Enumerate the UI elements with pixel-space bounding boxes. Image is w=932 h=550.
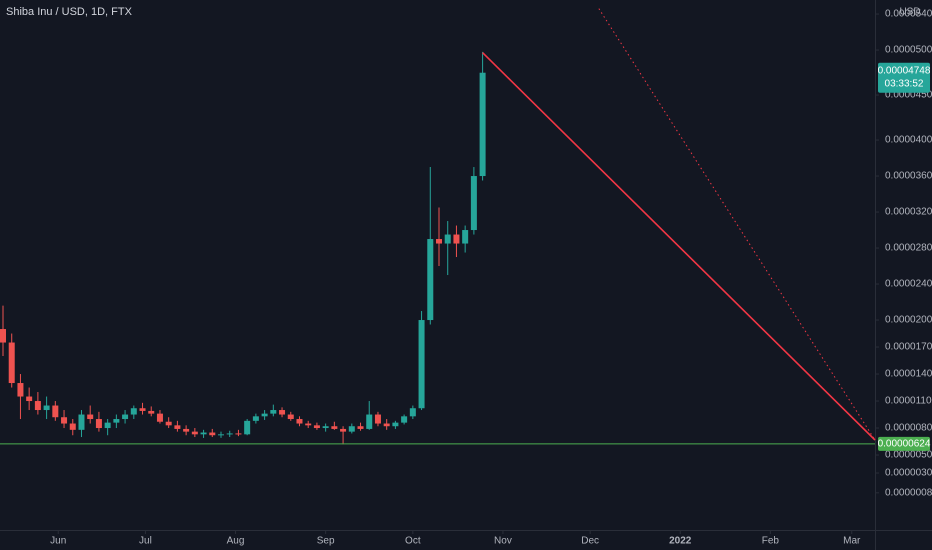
candle-body — [436, 239, 442, 244]
candle-body — [34, 401, 41, 411]
currency: USD — [899, 7, 920, 18]
hline-label-box — [878, 436, 930, 451]
candle-body — [130, 408, 137, 415]
candle-body — [0, 329, 6, 343]
candle-body — [418, 320, 425, 409]
candle-body — [17, 383, 24, 397]
candle-body — [409, 408, 416, 417]
candle-body — [348, 426, 355, 432]
candle-body — [61, 417, 68, 424]
candle-body — [462, 230, 469, 244]
candle-body — [183, 428, 190, 432]
candle-body — [322, 426, 329, 429]
candle-body — [209, 432, 216, 436]
candle-body — [453, 234, 460, 244]
candle-body — [401, 416, 408, 423]
x-tick-label: Aug — [227, 536, 245, 547]
candle-body — [313, 425, 320, 429]
candle-body — [279, 410, 286, 415]
candle-body — [200, 432, 207, 435]
candle-body — [43, 405, 50, 411]
x-tick-label: Jul — [139, 536, 152, 547]
candle-body — [444, 234, 451, 244]
candle-body — [156, 413, 163, 422]
candle-body — [226, 433, 233, 435]
candle-body — [148, 410, 155, 414]
candle-body — [26, 396, 33, 402]
currency-box — [898, 4, 922, 20]
x-tick-label: Oct — [405, 536, 421, 547]
candle-body — [261, 413, 268, 417]
candle-body — [470, 176, 477, 231]
candle-body — [427, 239, 434, 321]
x-tick-label: Sep — [317, 536, 335, 547]
candle-body — [366, 414, 373, 429]
x-tick-label: Nov — [494, 536, 512, 547]
x-tick-label: Mar — [843, 536, 861, 547]
candle-body — [479, 72, 486, 177]
candle-body — [69, 423, 76, 430]
candle-body — [305, 423, 312, 426]
candle-body — [52, 405, 59, 418]
candle-body — [244, 420, 251, 435]
candle-body — [392, 422, 399, 427]
hline-label: 0.00000624 — [878, 439, 931, 450]
candle-body — [331, 426, 338, 429]
last-price-label: 0.00004748 — [878, 65, 931, 76]
y-tick-label: 0.00001100 — [885, 396, 932, 407]
candle-body — [165, 421, 172, 426]
x-tick-label: Feb — [762, 536, 780, 547]
candle-body — [113, 419, 120, 423]
candle-body — [8, 342, 15, 384]
candle-body — [122, 414, 129, 420]
plot — [0, 51, 486, 445]
trend-line — [482, 52, 876, 441]
candle-body — [235, 433, 242, 435]
candle-body — [296, 419, 303, 424]
candle-body — [357, 426, 364, 429]
last-price-box — [878, 62, 930, 93]
y-tick-label: 0.00000080 — [885, 487, 932, 498]
x-tick-label: 2022 — [669, 536, 692, 547]
chart-title: Shiba Inu / USD, 1D, FTX — [6, 6, 133, 18]
candle-body — [287, 414, 294, 420]
countdown: 03:33:52 — [885, 78, 924, 89]
candle-body — [383, 423, 390, 427]
candle-body — [104, 422, 111, 429]
x-tick-label: Dec — [581, 536, 599, 547]
candle-body — [87, 414, 94, 420]
candle-body — [78, 414, 85, 430]
x-tick-label: Jun — [50, 536, 66, 547]
overlay — [0, 8, 876, 445]
candle-body — [174, 425, 181, 429]
candle-body — [218, 434, 224, 436]
candle-body — [95, 419, 102, 429]
candle-body — [340, 428, 347, 432]
candle-body — [139, 408, 146, 411]
candle-body — [252, 416, 259, 421]
candle-body — [191, 431, 198, 435]
candle-body — [374, 414, 381, 424]
candle-body — [270, 410, 277, 414]
